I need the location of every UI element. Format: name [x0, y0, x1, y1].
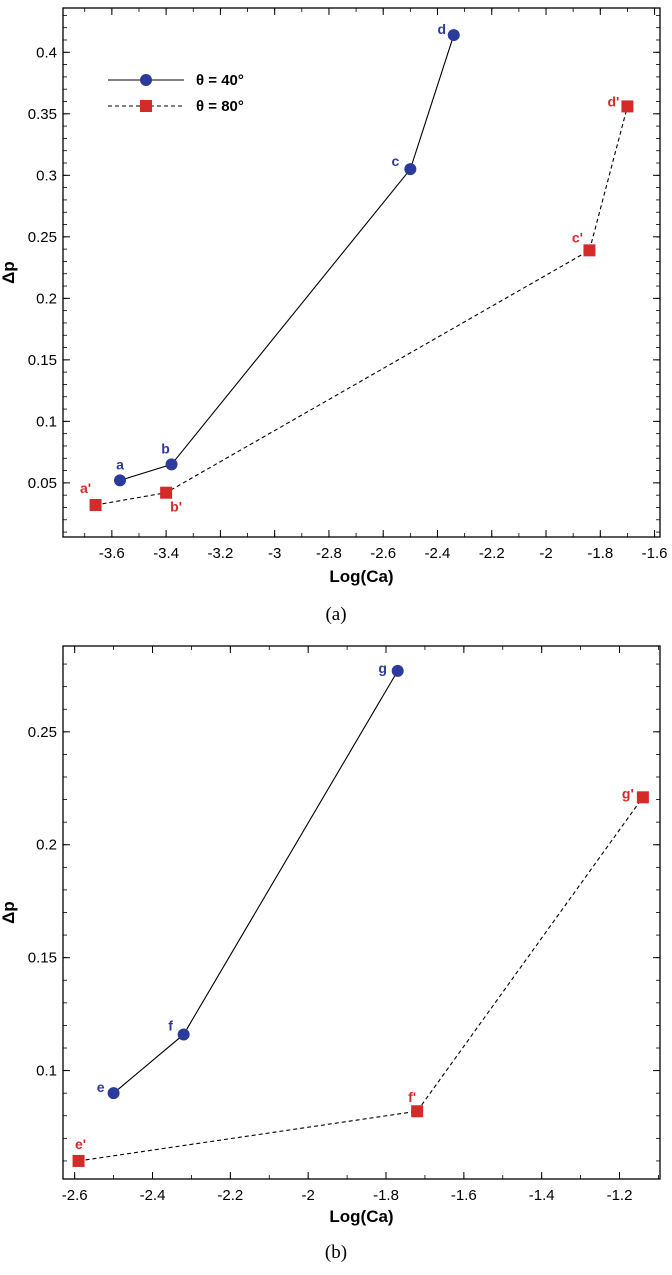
series-line-theta-40 [119, 34, 455, 481]
panel-caption: (a) [325, 604, 346, 625]
point-label: c' [572, 229, 583, 245]
series-line-theta-80 [95, 106, 628, 506]
legend-label: θ = 40° [196, 72, 244, 89]
x-tick-label: -2 [539, 545, 552, 562]
x-tick-label: -3 [268, 545, 281, 562]
data-point-square [72, 1154, 85, 1167]
y-tick-label: 0.3 [36, 167, 57, 184]
x-tick-label: -2 [302, 1187, 315, 1204]
point-label: b' [170, 499, 182, 515]
point-label: c [391, 153, 399, 169]
chart-panel-a: -3.6 -3.4 -3.2 -3 -2.8 -2.6 -2.4 -2.2 -2 -1.8 -1.6… [0, 7, 668, 625]
plot-frame [62, 7, 661, 538]
x-tick-label: -2.2 [479, 545, 505, 562]
data-point-square [89, 499, 102, 512]
data-point-circle [107, 1087, 120, 1100]
panel-caption: (b) [325, 1242, 347, 1263]
point-label: a' [80, 480, 91, 496]
series-line-theta-40 [113, 670, 399, 1094]
x-axis-label: Log(Ca) [329, 1207, 393, 1226]
series-line-theta-80 [78, 796, 644, 1162]
x-tick-label: -1.6 [642, 545, 668, 562]
data-point-circle [447, 29, 460, 42]
legend-marker-circle [140, 74, 152, 86]
data-point-circle [391, 664, 404, 677]
x-tick-label: -2.4 [140, 1187, 166, 1204]
point-label: g [378, 660, 387, 676]
point-label: e' [75, 1136, 86, 1152]
y-tick-label: 0.2 [36, 837, 57, 854]
data-point-square [411, 1105, 424, 1118]
point-label: d' [607, 93, 619, 109]
x-tick-label: -1.8 [373, 1187, 399, 1204]
y-tick-label: 0.25 [28, 229, 57, 246]
y-tick-label: 0.25 [28, 724, 57, 741]
x-axis-label: Log(Ca) [329, 567, 393, 586]
plot-frame [62, 645, 661, 1180]
x-tick-label: -1.4 [529, 1187, 555, 1204]
data-point-square [160, 486, 173, 499]
data-point-square [636, 791, 649, 804]
x-tick-label: -2.4 [425, 545, 451, 562]
x-tick-label: -1.2 [607, 1187, 633, 1204]
y-tick-label: 0.1 [36, 1063, 57, 1080]
y-tick-label: 0.15 [28, 950, 57, 967]
y-tick-label: 0.1 [36, 413, 57, 430]
legend-marker-square [140, 100, 152, 112]
point-label: g' [622, 785, 634, 801]
y-tick-label: 0.05 [28, 475, 57, 492]
data-point-circle [113, 474, 126, 487]
x-tick-label: -3.4 [153, 545, 179, 562]
point-label: e [97, 1079, 105, 1095]
x-tick-label: -2.6 [62, 1187, 88, 1204]
data-point-circle [165, 458, 178, 471]
point-label: a [116, 456, 124, 472]
chart-panel-b: -2.6 -2.4 -2.2 -2 -1.8 -1.6 -1.4 -1.2 0.1 0.15 0.2… [0, 645, 661, 1263]
point-label: b [161, 440, 170, 456]
x-tick-label: -1.8 [587, 545, 613, 562]
data-point-circle [404, 163, 417, 176]
x-tick-label: -2.2 [217, 1187, 243, 1204]
x-tick-label: -2.6 [370, 545, 396, 562]
y-tick-label: 0.2 [36, 290, 57, 307]
point-label: d [437, 21, 446, 37]
y-axis-label: Δp [0, 261, 18, 284]
data-point-square [621, 100, 634, 113]
x-tick-label: -2.8 [316, 545, 342, 562]
y-axis-label: Δp [0, 901, 18, 924]
legend-label: θ = 80° [196, 98, 244, 115]
x-tick-label: -1.6 [451, 1187, 477, 1204]
data-point-square [583, 244, 596, 257]
y-tick-label: 0.15 [28, 352, 57, 369]
x-tick-label: -3.6 [99, 545, 125, 562]
data-point-circle [177, 1028, 190, 1041]
y-tick-label: 0.35 [28, 106, 57, 123]
point-label: f [168, 1017, 173, 1033]
point-label: f' [408, 1089, 416, 1105]
y-tick-label: 0.4 [36, 44, 57, 61]
x-tick-label: -3.2 [207, 545, 233, 562]
